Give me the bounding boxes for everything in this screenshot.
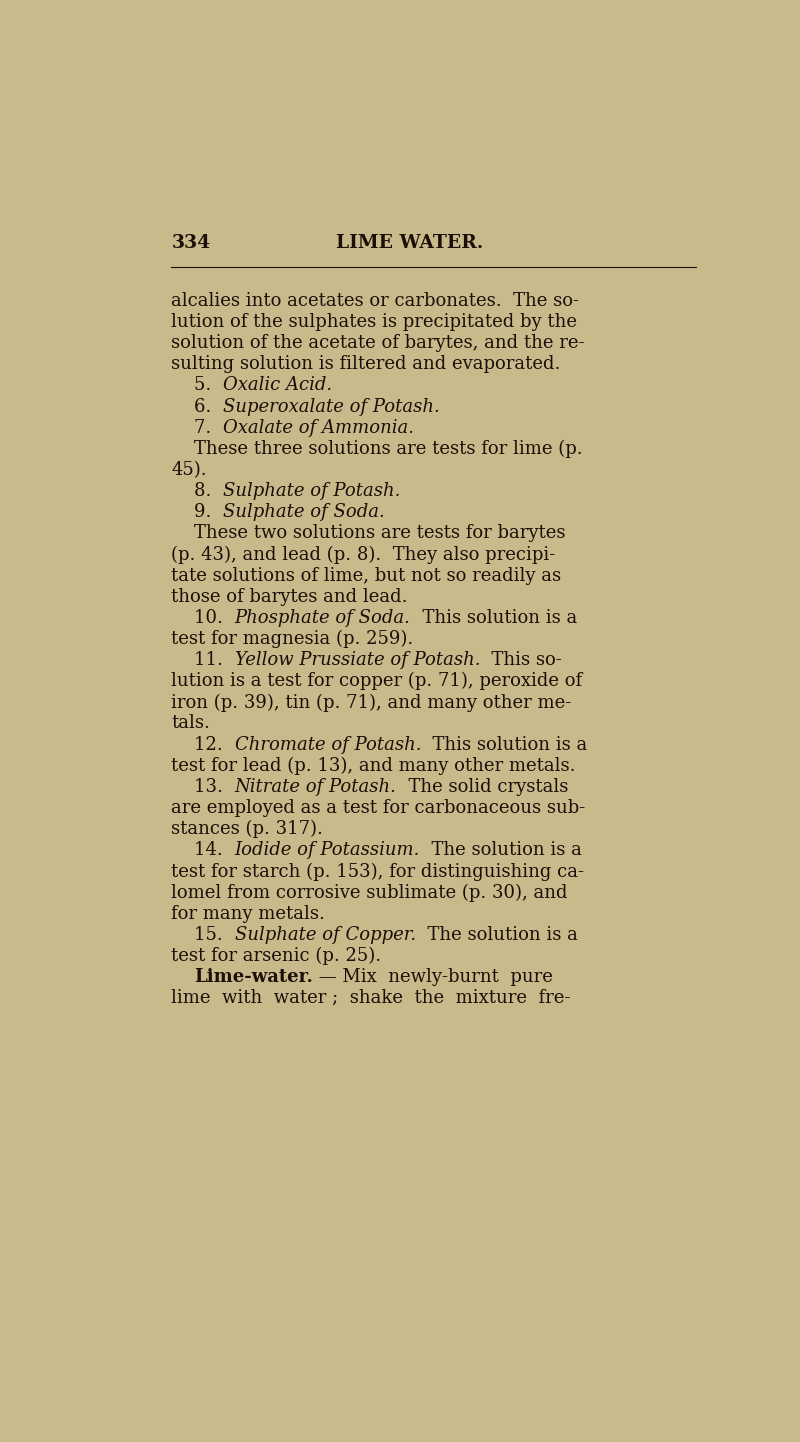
Text: for many metals.: for many metals. [171, 904, 325, 923]
Text: iron (p. 39), tin (p. 71), and many other me-: iron (p. 39), tin (p. 71), and many othe… [171, 694, 571, 711]
Text: 15.: 15. [171, 926, 234, 945]
Text: This solution is a: This solution is a [421, 735, 587, 754]
Text: (p. 43), and lead (p. 8).  They also precipi-: (p. 43), and lead (p. 8). They also prec… [171, 545, 555, 564]
Text: The solution is a: The solution is a [416, 926, 578, 945]
Text: Oxalic Acid.: Oxalic Acid. [223, 376, 332, 394]
Text: Yellow Prussiate of Potash.: Yellow Prussiate of Potash. [234, 652, 480, 669]
Text: This solution is a: This solution is a [410, 609, 577, 627]
Text: 9.: 9. [171, 503, 223, 521]
Text: Phosphate of Soda.: Phosphate of Soda. [234, 609, 410, 627]
Text: Iodide of Potassium.: Iodide of Potassium. [234, 841, 420, 859]
Text: lomel from corrosive sublimate (p. 30), and: lomel from corrosive sublimate (p. 30), … [171, 884, 568, 901]
Text: 8.: 8. [171, 482, 223, 500]
Text: those of barytes and lead.: those of barytes and lead. [171, 588, 408, 606]
Text: These three solutions are tests for lime (p.: These three solutions are tests for lime… [171, 440, 583, 459]
Text: tals.: tals. [171, 714, 210, 733]
Text: Superoxalate of Potash.: Superoxalate of Potash. [223, 398, 440, 415]
Text: test for starch (p. 153), for distinguishing ca-: test for starch (p. 153), for distinguis… [171, 862, 584, 881]
Text: Chromate of Potash.: Chromate of Potash. [234, 735, 421, 754]
Text: lime  with  water ;  shake  the  mixture  fre-: lime with water ; shake the mixture fre- [171, 989, 570, 1007]
Text: 7.: 7. [171, 418, 223, 437]
Text: 5.: 5. [171, 376, 223, 394]
Text: 14.: 14. [171, 841, 234, 859]
Text: test for magnesia (p. 259).: test for magnesia (p. 259). [171, 630, 414, 649]
Text: This so-: This so- [480, 652, 562, 669]
Text: 10.: 10. [171, 609, 234, 627]
Text: lution is a test for copper (p. 71), peroxide of: lution is a test for copper (p. 71), per… [171, 672, 582, 691]
Text: sulting solution is filtered and evaporated.: sulting solution is filtered and evapora… [171, 355, 561, 373]
Text: solution of the acetate of barytes, and the re-: solution of the acetate of barytes, and … [171, 335, 585, 352]
Text: The solution is a: The solution is a [420, 841, 582, 859]
Text: test for lead (p. 13), and many other metals.: test for lead (p. 13), and many other me… [171, 757, 576, 774]
Text: Sulphate of Soda.: Sulphate of Soda. [223, 503, 385, 521]
Text: lution of the sulphates is precipitated by the: lution of the sulphates is precipitated … [171, 313, 578, 332]
Text: Sulphate of Potash.: Sulphate of Potash. [223, 482, 401, 500]
Text: — Mix  newly-burnt  pure: — Mix newly-burnt pure [313, 968, 553, 986]
Text: 11.: 11. [171, 652, 234, 669]
Text: Sulphate of Copper.: Sulphate of Copper. [234, 926, 416, 945]
Text: alcalies into acetates or carbonates.  The so-: alcalies into acetates or carbonates. Th… [171, 291, 579, 310]
Text: Lime-water.: Lime-water. [194, 968, 313, 986]
Text: test for arsenic (p. 25).: test for arsenic (p. 25). [171, 947, 382, 965]
Text: are employed as a test for carbonaceous sub-: are employed as a test for carbonaceous … [171, 799, 586, 818]
Text: The solid crystals: The solid crystals [397, 777, 568, 796]
Text: LIME WATER.: LIME WATER. [336, 234, 484, 252]
Text: tate solutions of lime, but not so readily as: tate solutions of lime, but not so readi… [171, 567, 562, 584]
Text: 6.: 6. [171, 398, 223, 415]
Text: 45).: 45). [171, 461, 207, 479]
Text: 334: 334 [171, 234, 210, 252]
Text: 12.: 12. [171, 735, 234, 754]
Text: These two solutions are tests for barytes: These two solutions are tests for baryte… [171, 525, 566, 542]
Text: Nitrate of Potash.: Nitrate of Potash. [234, 777, 397, 796]
Text: stances (p. 317).: stances (p. 317). [171, 820, 323, 838]
Text: Oxalate of Ammonia.: Oxalate of Ammonia. [223, 418, 414, 437]
Text: 13.: 13. [171, 777, 234, 796]
